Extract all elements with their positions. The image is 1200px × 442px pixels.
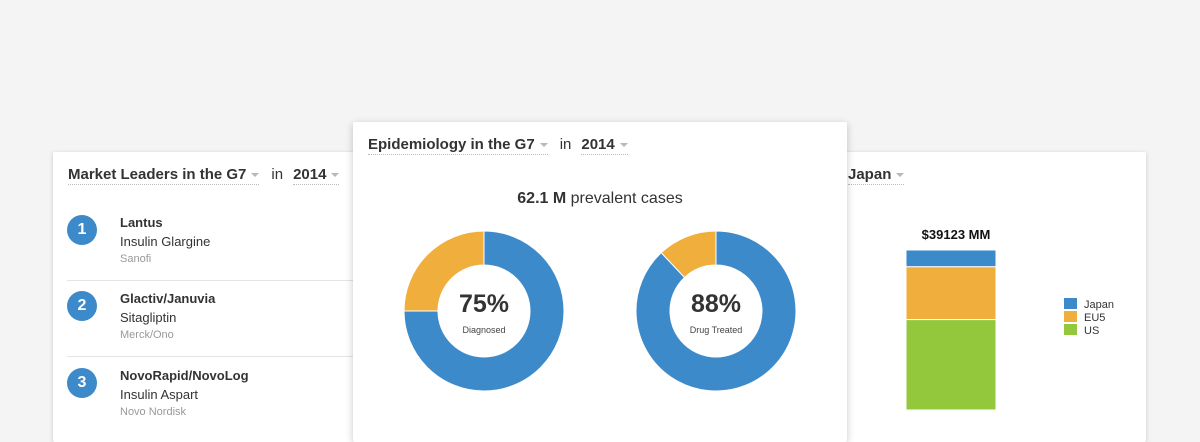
donut-label: Diagnosed [462,325,506,335]
donut-slice-remainder [403,230,485,312]
company-name: Sanofi [120,253,152,265]
market-value-card: Japan $39123 MM Japan EU5 US [818,152,1146,442]
total-value-label: $39123 MM [921,227,991,242]
legend-item-japan: Japan [1064,298,1114,311]
bar-segment-japan [906,250,997,268]
epidemiology-card: Epidemiology in the G7 in 2014 62.1 M prev… [353,122,847,442]
rank-badge: 1 [67,215,97,245]
drug-treated-donut: 88% Drug Treated [635,230,797,392]
brand-name: Lantus [120,215,163,230]
donut-label: Drug Treated [689,325,743,335]
prevalent-label: prevalent cases [570,190,683,207]
brand-name: NovoRapid/NovoLog [120,368,249,383]
donut-slice-diagnosed [403,230,565,392]
year-value: 2014 [293,166,327,183]
chevron-down-icon [251,173,260,178]
chart-legend: Japan EU5 US [1064,298,1114,337]
generic-name: Insulin Glargine [120,234,211,249]
rank-badge: 3 [67,368,97,398]
legend-swatch [1064,298,1077,309]
chevron-down-icon [619,143,628,148]
company-name: Novo Nordisk [120,406,187,418]
diagnosed-donut: 75% Diagnosed [403,230,565,392]
region-dropdown[interactable]: Japan [848,166,905,185]
epidemiology-header: Epidemiology in the G7 in 2014 [368,136,628,155]
year-dropdown[interactable]: 2014 [293,166,340,185]
divider [67,280,363,281]
in-label: in [559,136,572,153]
chevron-down-icon [539,143,548,148]
year-dropdown[interactable]: 2014 [581,136,628,155]
list-item[interactable]: 3 NovoRapid/NovoLog Insulin Aspart Novo … [67,368,363,432]
divider [67,356,363,357]
legend-item-us: US [1064,324,1114,337]
bar-segment-us [906,319,997,411]
market-leaders-title-dropdown[interactable]: Market Leaders in the G7 [68,166,260,185]
region-value: Japan [848,166,892,183]
donut-percent: 88% [690,290,742,318]
epidemiology-title: Epidemiology in the G7 [368,136,535,153]
list-item[interactable]: 2 Glactiv/Januvia Sitagliptin Merck/Ono [67,291,363,355]
in-label: in [271,166,284,183]
diagnosed-donut-chart [403,230,565,392]
legend-item-eu5: EU5 [1064,311,1114,324]
chevron-down-icon [331,173,340,178]
stacked-bar-chart [906,250,997,411]
chevron-down-icon [896,173,905,178]
donut-slice-remainder [660,230,717,279]
market-leaders-card: Market Leaders in the G7 in 2014 1 Lantus … [53,152,373,442]
donut-slice-drug-treated [635,230,797,392]
prevalent-value: 62.1 M [517,190,567,207]
legend-label: EU5 [1084,312,1106,324]
donut-percent: 75% [458,290,510,318]
region-header: Japan [848,166,905,185]
generic-name: Sitagliptin [120,310,177,325]
rank-badge: 2 [67,291,97,321]
prevalent-cases: 62.1 M prevalent cases [353,190,847,208]
market-leaders-header: Market Leaders in the G7 in 2014 [68,166,340,185]
legend-swatch [1064,324,1077,335]
epidemiology-title-dropdown[interactable]: Epidemiology in the G7 [368,136,548,155]
year-value: 2014 [581,136,615,153]
drug-treated-donut-chart [635,230,797,392]
market-leaders-title: Market Leaders in the G7 [68,166,247,183]
legend-label: Japan [1084,299,1114,311]
legend-label: US [1084,325,1100,337]
list-item[interactable]: 1 Lantus Insulin Glargine Sanofi [67,215,363,279]
generic-name: Insulin Aspart [120,387,199,402]
legend-swatch [1064,311,1077,322]
brand-name: Glactiv/Januvia [120,291,216,306]
company-name: Merck/Ono [120,329,174,341]
bar-segment-eu5 [906,266,997,321]
